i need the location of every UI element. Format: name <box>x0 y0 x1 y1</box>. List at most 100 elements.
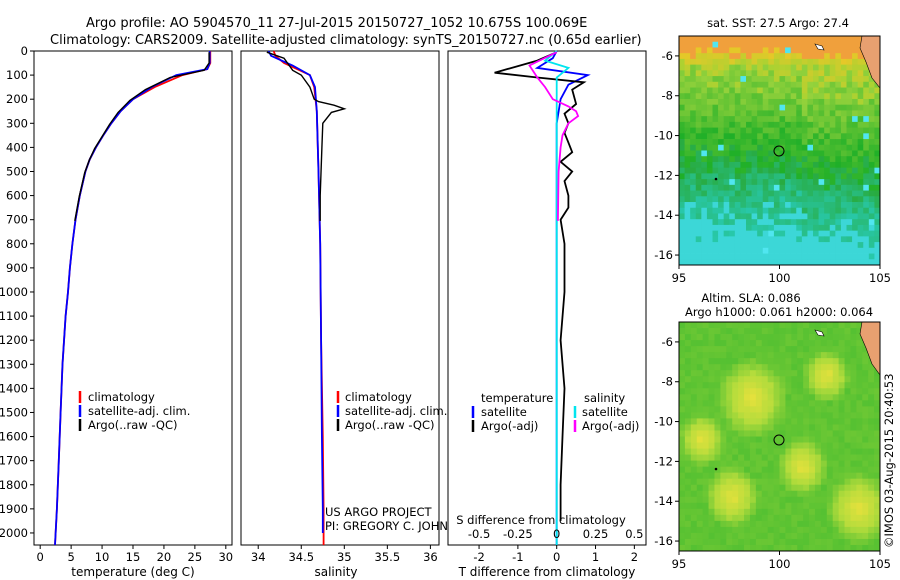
sst-cell <box>852 127 859 134</box>
sla-cell <box>755 352 763 359</box>
sla-cell <box>874 496 881 504</box>
sla-cell <box>708 370 715 377</box>
sst-cell <box>723 213 730 220</box>
sla-cell <box>868 490 875 498</box>
sst-cell <box>695 47 702 54</box>
sst-cell <box>773 87 780 94</box>
sst-cell <box>773 93 780 100</box>
sla-cell <box>862 484 869 492</box>
sla-cell <box>844 448 851 455</box>
sst-cell <box>701 121 708 129</box>
sla-cell <box>732 346 739 353</box>
sst-cell <box>746 247 752 254</box>
sla-cell <box>809 328 816 335</box>
sla-cell <box>809 478 816 486</box>
sla-cell <box>868 406 875 413</box>
sla-cell <box>714 496 721 504</box>
sla-cell <box>797 520 804 528</box>
sla-cell <box>785 454 792 462</box>
sla-cell <box>738 442 745 449</box>
map-y-tick-label: -8 <box>662 89 673 103</box>
sst-cell <box>840 167 847 174</box>
sla-cell <box>773 520 780 528</box>
sla-cell <box>720 340 727 347</box>
sla-cell <box>749 322 757 329</box>
sla-cell <box>832 436 840 443</box>
sla-cell <box>850 376 857 383</box>
sst-cell <box>852 53 859 60</box>
sla-cell <box>862 520 869 528</box>
sla-cell <box>814 454 822 462</box>
sla-cell <box>844 508 851 516</box>
sla-cell <box>820 502 828 510</box>
sla-cell <box>684 370 692 377</box>
depth-tick-label: 900 <box>6 261 28 275</box>
temperature-panel: 0 5 10 15 20 25 30 temperature (deg C) climato… <box>33 50 233 579</box>
sst-cell <box>779 156 786 163</box>
sla-cell <box>738 532 745 540</box>
sst-cell <box>779 224 786 232</box>
sst-cell <box>768 202 775 209</box>
sla-cell <box>726 460 733 468</box>
sst-cell <box>835 70 842 77</box>
sla-cell <box>814 370 822 377</box>
sst-cell <box>723 219 730 226</box>
sst-cell <box>813 116 819 123</box>
sst-cell <box>729 150 736 157</box>
sla-cell <box>797 376 804 383</box>
sla-cell <box>749 436 757 443</box>
sst-cell <box>729 76 736 83</box>
sst-cell <box>801 213 808 220</box>
sst-cell <box>740 104 747 111</box>
sla-cell <box>779 472 786 480</box>
sla-cell <box>832 478 840 486</box>
sst-cell <box>690 144 697 151</box>
sla-cell <box>755 340 763 347</box>
sla-cell <box>720 346 727 353</box>
sst-cell <box>701 110 708 117</box>
sst-cell <box>801 87 808 94</box>
sst-cell <box>840 156 847 163</box>
sst-cell <box>695 219 702 226</box>
sst-cell <box>762 110 769 117</box>
sst-cell <box>863 139 870 146</box>
sst-cell <box>684 247 691 254</box>
sla-cell <box>714 400 721 407</box>
sla-cell <box>814 406 822 413</box>
sla-cell <box>791 346 798 353</box>
t-difference-xlabel: T difference from climatology <box>458 565 636 579</box>
sla-cell <box>779 352 786 359</box>
sst-cell <box>684 242 691 249</box>
sst-cell <box>762 179 769 186</box>
sla-cell <box>690 382 698 389</box>
sst-cell <box>757 167 764 174</box>
sla-cell <box>814 520 822 528</box>
sla-cell <box>684 352 692 359</box>
sst-cell <box>824 207 831 214</box>
sst-cell <box>718 36 725 43</box>
sla-cell <box>826 508 834 516</box>
sla-cell <box>820 544 828 552</box>
sla-cell <box>696 334 704 341</box>
sla-cell <box>679 532 686 540</box>
sst-cell <box>690 213 697 220</box>
sst-cell <box>846 196 853 203</box>
sla-cell <box>814 436 822 443</box>
sst-cell <box>701 76 708 83</box>
sla-cell <box>720 460 727 468</box>
sst-cell <box>773 230 780 237</box>
sst-cell <box>840 161 847 169</box>
sla-cell <box>773 400 780 407</box>
sla-cell <box>714 334 721 341</box>
sla-cell <box>850 532 857 540</box>
sla-cell <box>738 424 745 431</box>
sst-cell <box>768 207 775 214</box>
sla-cell <box>761 514 769 522</box>
sla-cell <box>797 418 804 425</box>
sla-cell <box>850 400 857 407</box>
sst-cell <box>863 110 870 117</box>
sla-cell <box>850 478 857 486</box>
sla-cell <box>684 544 692 552</box>
sst-cell <box>757 196 764 203</box>
sst-cell <box>684 104 691 111</box>
